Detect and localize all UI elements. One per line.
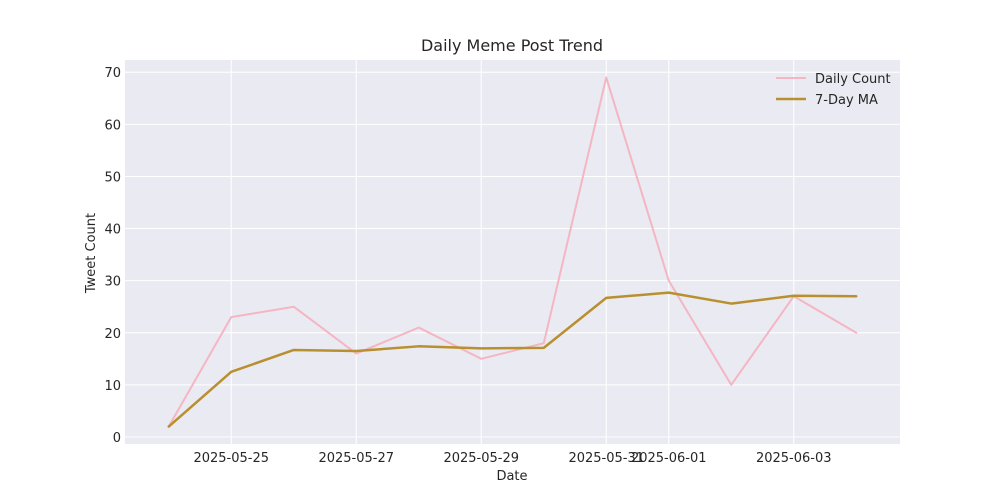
y-tick-label: 40: [104, 223, 121, 238]
y-tick-label: 20: [104, 327, 121, 342]
y-tick-label: 0: [113, 431, 121, 446]
series-lines: [167, 76, 858, 428]
y-tick-label: 50: [104, 170, 121, 185]
series-line-daily-count: [167, 76, 858, 428]
x-axis-label: Date: [496, 469, 527, 484]
y-tick-label: 60: [104, 118, 121, 133]
x-tick-label: 2025-05-25: [193, 451, 269, 466]
x-tick-labels: 2025-05-25 2025-05-27 2025-05-29 2025-05-31…: [193, 451, 831, 466]
y-tick-label: 70: [104, 66, 121, 81]
x-tick-label: 2025-05-29: [443, 451, 519, 466]
x-tick-label: 2025-05-27: [318, 451, 394, 466]
y-axis-label: Tweet Count: [84, 213, 99, 294]
x-tick-label: 2025-06-01: [631, 451, 707, 466]
legend-label-7-day-ma: 7-Day MA: [815, 93, 878, 108]
chart-title: Daily Meme Post Trend: [421, 36, 603, 55]
y-tick-label: 30: [104, 275, 121, 290]
y-tick-labels: 0 10 20 30 40 50 60 70: [104, 66, 121, 446]
y-tick-label: 10: [104, 379, 121, 394]
plot-area: [125, 60, 900, 444]
x-tick-label: 2025-05-31: [568, 451, 644, 466]
legend-label-daily-count: Daily Count: [815, 72, 891, 87]
grid-lines: [125, 60, 900, 444]
series-line-7-day-ma: [167, 291, 858, 428]
x-tick-label: 2025-06-03: [756, 451, 832, 466]
legend: Daily Count 7-Day MA: [776, 72, 891, 108]
